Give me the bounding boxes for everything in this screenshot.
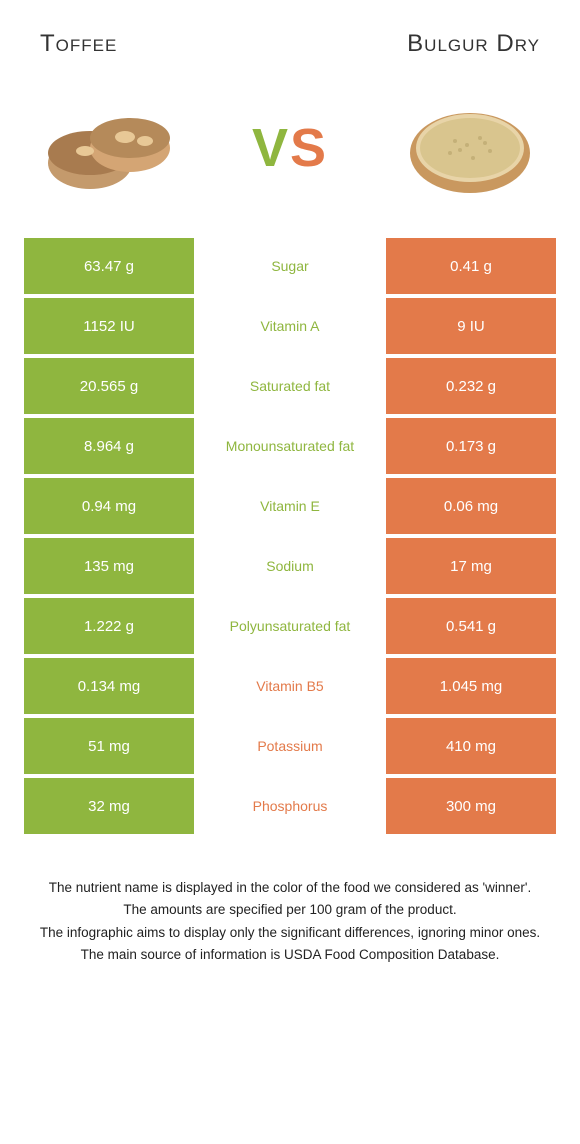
bulgur-image — [390, 88, 550, 208]
right-value-cell: 1.045 mg — [386, 658, 556, 714]
left-food-title: Toffee — [40, 30, 117, 58]
table-row: 51 mgPotassium410 mg — [24, 718, 556, 774]
nutrient-label-cell: Sugar — [194, 238, 386, 294]
right-value-cell: 410 mg — [386, 718, 556, 774]
header: Toffee Bulgur dry — [0, 0, 580, 68]
left-value-cell: 32 mg — [24, 778, 194, 834]
nutrient-label-cell: Vitamin E — [194, 478, 386, 534]
vs-s-letter: S — [290, 118, 328, 178]
table-row: 0.134 mgVitamin B51.045 mg — [24, 658, 556, 714]
table-row: 0.94 mgVitamin E0.06 mg — [24, 478, 556, 534]
footer-notes: The nutrient name is displayed in the co… — [0, 838, 580, 987]
right-value-cell: 0.173 g — [386, 418, 556, 474]
toffee-image — [30, 88, 190, 208]
footer-line: The main source of information is USDA F… — [30, 945, 550, 965]
nutrient-label-cell: Polyunsaturated fat — [194, 598, 386, 654]
table-row: 1152 IUVitamin A9 IU — [24, 298, 556, 354]
table-row: 32 mgPhosphorus300 mg — [24, 778, 556, 834]
left-value-cell: 63.47 g — [24, 238, 194, 294]
nutrient-label-cell: Potassium — [194, 718, 386, 774]
nutrient-label-cell: Vitamin B5 — [194, 658, 386, 714]
left-value-cell: 1152 IU — [24, 298, 194, 354]
nutrient-label-cell: Monounsaturated fat — [194, 418, 386, 474]
table-row: 135 mgSodium17 mg — [24, 538, 556, 594]
right-value-cell: 0.232 g — [386, 358, 556, 414]
right-value-cell: 0.06 mg — [386, 478, 556, 534]
left-value-cell: 0.94 mg — [24, 478, 194, 534]
comparison-table: 63.47 gSugar0.41 g1152 IUVitamin A9 IU20… — [0, 238, 580, 834]
left-value-cell: 20.565 g — [24, 358, 194, 414]
table-row: 20.565 gSaturated fat0.232 g — [24, 358, 556, 414]
footer-line: The infographic aims to display only the… — [30, 923, 550, 943]
right-value-cell: 300 mg — [386, 778, 556, 834]
right-value-cell: 9 IU — [386, 298, 556, 354]
nutrient-label-cell: Vitamin A — [194, 298, 386, 354]
right-value-cell: 0.41 g — [386, 238, 556, 294]
left-value-cell: 0.134 mg — [24, 658, 194, 714]
right-value-cell: 17 mg — [386, 538, 556, 594]
nutrient-label-cell: Saturated fat — [194, 358, 386, 414]
left-value-cell: 1.222 g — [24, 598, 194, 654]
nutrient-label-cell: Phosphorus — [194, 778, 386, 834]
table-row: 1.222 gPolyunsaturated fat0.541 g — [24, 598, 556, 654]
left-value-cell: 8.964 g — [24, 418, 194, 474]
images-row: VS — [0, 68, 580, 238]
nutrient-label-cell: Sodium — [194, 538, 386, 594]
vs-v-letter: V — [252, 118, 290, 178]
table-row: 8.964 gMonounsaturated fat0.173 g — [24, 418, 556, 474]
left-value-cell: 135 mg — [24, 538, 194, 594]
table-row: 63.47 gSugar0.41 g — [24, 238, 556, 294]
right-value-cell: 0.541 g — [386, 598, 556, 654]
left-value-cell: 51 mg — [24, 718, 194, 774]
right-food-title: Bulgur dry — [407, 30, 540, 58]
vs-label: VS — [252, 117, 328, 179]
footer-line: The amounts are specified per 100 gram o… — [30, 900, 550, 920]
footer-line: The nutrient name is displayed in the co… — [30, 878, 550, 898]
